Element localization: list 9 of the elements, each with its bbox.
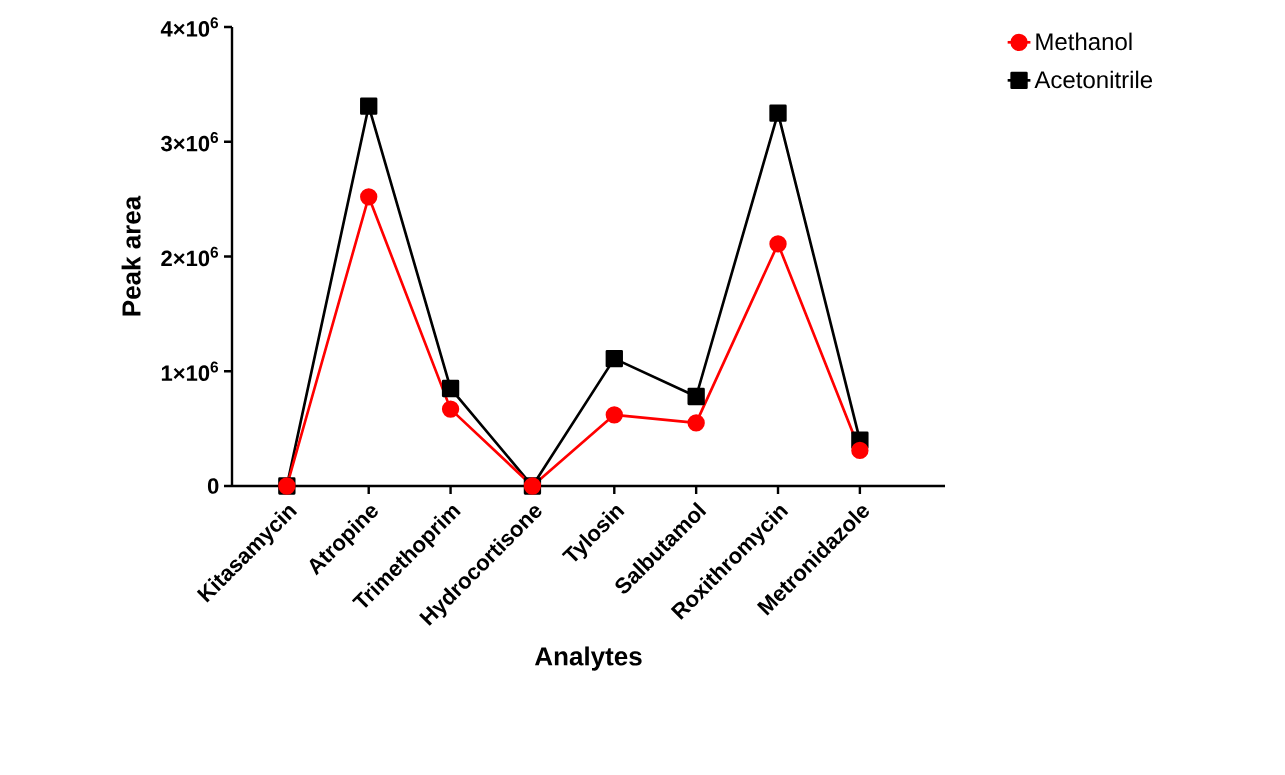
legend-label: Acetonitrile (1034, 70, 1153, 89)
y-tick-label: 4×10$^{6}$ (160, 17, 219, 37)
x-axis-title: Analytes (534, 646, 642, 671)
y-tick-label: 3×10$^{6}$ (161, 132, 219, 152)
y-tick-label: 0 (207, 478, 219, 494)
y-axis-title: Peak area (121, 195, 141, 316)
y-tick-label: 2×10$^{6}$ (161, 246, 219, 267)
y-tick-label: 1×10$^{6}$ (161, 361, 219, 381)
legend-label: Methanol (1036, 32, 1132, 51)
